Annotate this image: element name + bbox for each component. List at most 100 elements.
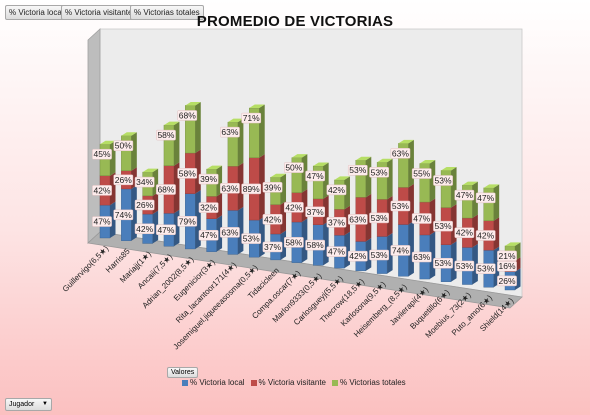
bar-side bbox=[237, 162, 244, 211]
data-label-bg bbox=[220, 126, 240, 138]
data-label: 21% bbox=[498, 251, 515, 261]
data-label: 53% bbox=[371, 250, 388, 260]
data-label: 74% bbox=[392, 245, 409, 255]
bar-top bbox=[206, 165, 223, 170]
bar-side bbox=[451, 166, 457, 208]
bar-top bbox=[227, 118, 244, 123]
bar-top bbox=[185, 101, 201, 106]
data-label: 42% bbox=[93, 185, 110, 195]
data-label-bg bbox=[92, 148, 112, 160]
data-label-bg bbox=[411, 168, 432, 179]
data-label-bg bbox=[326, 246, 347, 257]
data-label-bg bbox=[241, 183, 262, 195]
data-label-bg bbox=[241, 233, 262, 244]
data-label-bg bbox=[134, 199, 155, 211]
data-label: 53% bbox=[371, 167, 388, 177]
data-label: 47% bbox=[157, 225, 174, 235]
bar-side bbox=[344, 176, 350, 210]
data-label: 53% bbox=[456, 261, 473, 271]
data-label-bg bbox=[433, 220, 453, 232]
data-label-bg bbox=[347, 214, 368, 225]
data-label-bg bbox=[347, 250, 368, 262]
data-label-bg bbox=[497, 275, 517, 287]
bar-top bbox=[121, 132, 137, 136]
dropdown-arrow-icon: ▼ bbox=[42, 401, 48, 407]
bar-side bbox=[152, 210, 159, 244]
data-label: 79% bbox=[179, 216, 196, 226]
data-label: 58% bbox=[307, 240, 324, 250]
data-label: 39% bbox=[200, 174, 217, 184]
data-label: 26% bbox=[136, 200, 153, 210]
chart-side-wall bbox=[87, 28, 101, 244]
data-label: 42% bbox=[349, 251, 366, 261]
data-label-bg bbox=[475, 192, 496, 204]
data-label-bg bbox=[433, 257, 453, 269]
axis-field-dropdown[interactable]: Jugador ▼ bbox=[5, 398, 52, 411]
data-label-bg bbox=[454, 189, 475, 201]
data-label-bg bbox=[113, 140, 134, 151]
data-label: 42% bbox=[477, 230, 494, 240]
data-label-bg bbox=[262, 182, 283, 193]
data-label-bg bbox=[283, 202, 304, 213]
data-label-bg bbox=[113, 209, 134, 221]
data-label-bg bbox=[390, 245, 411, 256]
data-label-bg bbox=[156, 184, 176, 195]
category-label: Guillervigo(6,5★) bbox=[61, 244, 111, 294]
data-label-bg bbox=[92, 185, 112, 196]
data-label: 55% bbox=[413, 169, 430, 179]
data-label-bg bbox=[369, 249, 389, 261]
data-label: 74% bbox=[115, 210, 132, 220]
chart-title: PROMEDIO DE VICTORIAS bbox=[196, 13, 394, 30]
values-field-button[interactable]: Valores bbox=[167, 367, 199, 378]
data-label-bg bbox=[156, 224, 176, 236]
bar-side bbox=[259, 154, 265, 221]
data-label-bg bbox=[198, 173, 219, 185]
bar-top bbox=[291, 154, 308, 158]
bar-side bbox=[280, 173, 287, 205]
legend-item-visitante: % Victoria visitante bbox=[250, 378, 326, 387]
data-label: 26% bbox=[498, 276, 515, 286]
data-label-bg bbox=[92, 216, 112, 227]
bar-side bbox=[493, 217, 500, 251]
data-label: 42% bbox=[328, 185, 345, 195]
data-label-bg bbox=[177, 110, 198, 121]
data-label: 53% bbox=[477, 264, 494, 274]
bar-top bbox=[334, 176, 350, 180]
data-label: 47% bbox=[456, 190, 473, 200]
data-label-bg bbox=[134, 223, 155, 235]
bar-top bbox=[377, 158, 393, 163]
bar-top bbox=[142, 168, 159, 173]
data-label-bg bbox=[433, 175, 453, 186]
data-label: 53% bbox=[435, 258, 452, 268]
chart-floor bbox=[87, 231, 523, 309]
data-label-bg bbox=[411, 251, 432, 263]
data-label: 71% bbox=[243, 113, 260, 123]
legend-label-visitante: % Victoria visitante bbox=[258, 378, 326, 387]
data-label: 58% bbox=[285, 237, 302, 247]
bar-totales bbox=[291, 154, 308, 193]
bar-top bbox=[270, 173, 287, 178]
data-label: 53% bbox=[435, 175, 452, 185]
bar-top bbox=[462, 181, 478, 186]
filter-button-totales[interactable]: % Victorias totales bbox=[130, 5, 204, 20]
data-label-bg bbox=[326, 217, 347, 228]
data-label: 47% bbox=[477, 193, 494, 203]
data-label: 89% bbox=[243, 184, 260, 194]
bar-side bbox=[344, 205, 350, 236]
data-label: 53% bbox=[243, 234, 260, 244]
legend-item-totales: % Victorias totales bbox=[331, 378, 406, 387]
data-label-bg bbox=[454, 227, 475, 238]
bar-side bbox=[387, 158, 393, 200]
data-label-bg bbox=[347, 164, 368, 176]
data-label-bg bbox=[475, 230, 496, 241]
bar-side bbox=[451, 241, 457, 282]
data-label-bg bbox=[390, 200, 411, 212]
bar-totales bbox=[376, 158, 393, 200]
bar-side bbox=[173, 121, 180, 166]
bar-top bbox=[419, 160, 436, 164]
data-label-bg bbox=[369, 167, 389, 178]
data-label-bg bbox=[497, 250, 517, 262]
data-label: 47% bbox=[93, 217, 110, 227]
bar-top bbox=[441, 166, 457, 171]
bar-side bbox=[408, 139, 414, 188]
